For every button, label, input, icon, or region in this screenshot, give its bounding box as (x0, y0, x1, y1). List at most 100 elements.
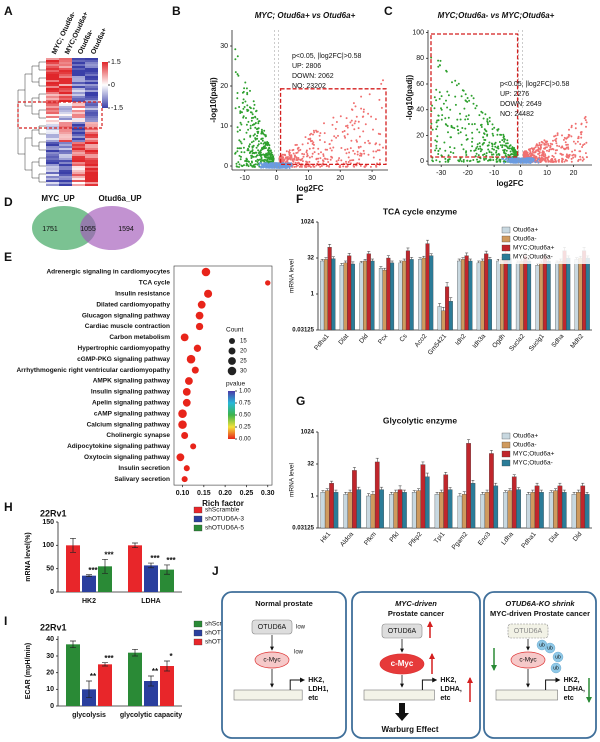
bar (500, 259, 505, 331)
error-bar (383, 267, 387, 271)
chart-title: MYC; Otud6a+ vs Otud6a+ (255, 11, 356, 20)
highlight-box (279, 88, 387, 166)
legend-label: Otud6a- (513, 442, 537, 449)
heatmap-cell (72, 60, 85, 62)
heatmap-cell (72, 110, 85, 112)
bar (523, 255, 528, 331)
heatmap-cell (59, 68, 72, 70)
significance: *** (150, 554, 160, 563)
target (510, 651, 546, 669)
criteria: p<0.05, |log2FC|>0.58 (292, 53, 362, 60)
bar (425, 243, 430, 331)
heatmap-cell (46, 88, 59, 90)
pathway-label: Glucagon signaling pathway (82, 312, 171, 319)
heatmap-cell (46, 58, 59, 60)
venn-set (80, 206, 144, 250)
bar (516, 489, 521, 529)
heatmap-cell (59, 108, 72, 110)
pathway-label: Arrhythmogenic right ventricular cardiom… (16, 367, 170, 374)
heatmap-cell (46, 152, 59, 154)
bar (343, 262, 348, 331)
heatmap-cell (72, 168, 85, 170)
bar (515, 262, 520, 331)
gene (363, 689, 435, 701)
heatmap-cell (85, 132, 98, 134)
bar (460, 259, 465, 331)
error-bar (412, 490, 416, 493)
color-key-label: 0.75 (239, 401, 251, 407)
bar (464, 255, 469, 331)
heatmap-cell (85, 184, 98, 186)
target-genes: HK2, (308, 677, 324, 684)
size-key (228, 347, 236, 355)
heatmap-cell (59, 140, 72, 142)
bar (535, 265, 540, 331)
error-bar (371, 258, 375, 261)
y-axis-label: -log10(padj) (209, 77, 218, 123)
legend-label: shOTUD6A-5 (205, 525, 244, 532)
heatmap-cell (46, 76, 59, 78)
heatmap-cell (59, 110, 72, 112)
enrichment-dot (201, 267, 211, 277)
heatmap-cell (59, 174, 72, 176)
bar (350, 263, 355, 331)
heatmap-cell (72, 58, 85, 60)
heatmap-cell (46, 170, 59, 172)
significance: *** (166, 556, 176, 565)
heatmap-cell (59, 122, 72, 124)
y-tick-label: 10 (46, 686, 54, 693)
bar (160, 666, 174, 706)
error-bar (458, 493, 462, 496)
heatmap-cell (85, 116, 98, 118)
x-tick-label: 0.20 (218, 490, 232, 497)
heatmap-cell (85, 158, 98, 160)
heatmap-cell (72, 106, 85, 108)
pathway-label: Adrenergic signaling in cardiomyocytes (46, 269, 170, 276)
bar (576, 492, 581, 529)
panel-label: B (172, 4, 181, 18)
plot-frame (173, 265, 273, 486)
error-bar (562, 489, 566, 493)
significance: *** (104, 550, 114, 559)
x-tick-label: 20 (570, 170, 578, 177)
bar (584, 494, 590, 529)
heatmap-cell (59, 60, 72, 62)
heatmap-cell (59, 164, 72, 166)
heatmap-cell (59, 138, 72, 140)
panel-label: A (4, 4, 13, 18)
y-tick-label: 40 (46, 636, 54, 643)
x-tick-label: -10 (489, 170, 499, 177)
ubiquitin (536, 639, 548, 651)
bar (402, 492, 407, 529)
heatmap-cell (85, 166, 98, 168)
legend-swatch (501, 450, 511, 458)
error-bar (484, 250, 488, 254)
significance: *** (88, 566, 98, 575)
heatmap-cell (59, 84, 72, 86)
heatmap-cell (46, 134, 59, 136)
bar (352, 470, 357, 529)
heatmap-cell (46, 154, 59, 156)
bar (437, 306, 442, 331)
heatmap-cell (72, 72, 85, 74)
summary: UP: 2806 (292, 63, 321, 70)
y-tick-label: 1 (311, 494, 315, 500)
error-bar (340, 263, 344, 266)
point-cloud (278, 79, 384, 168)
error-bar (421, 461, 425, 465)
point-cloud (501, 157, 540, 164)
heatmap-cell (85, 118, 98, 120)
bar (574, 259, 579, 331)
error-bar (380, 486, 384, 490)
heatmap-cell (85, 134, 98, 136)
target-genes: LDHA, (564, 686, 585, 693)
heatmap-cell (46, 80, 59, 82)
ubiquitin-label: ub (539, 642, 545, 648)
bar (503, 492, 508, 529)
heatmap-cell (46, 178, 59, 180)
heatmap-cell (46, 110, 59, 112)
error-bar (390, 260, 394, 263)
bar (363, 260, 368, 331)
bar (327, 247, 332, 331)
heatmap-cell (85, 138, 98, 140)
